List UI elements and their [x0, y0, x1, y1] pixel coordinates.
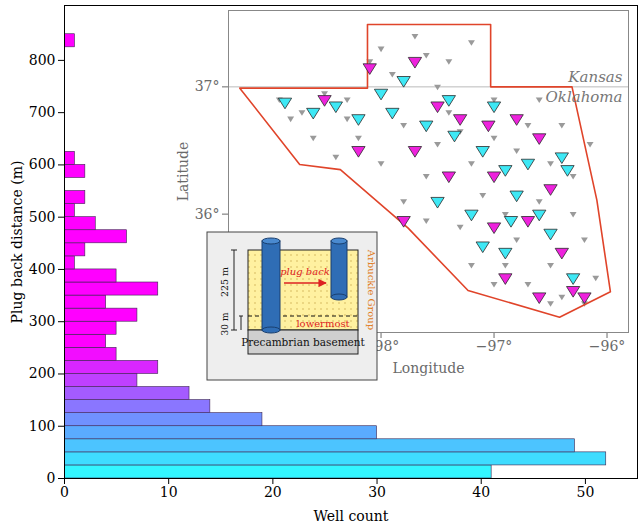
svg-text:10: 10 — [160, 484, 178, 500]
svg-text:500: 500 — [29, 209, 56, 225]
svg-text:Longitude: Longitude — [392, 360, 464, 376]
svg-text:600: 600 — [29, 156, 56, 172]
svg-text:700: 700 — [29, 104, 56, 120]
svg-text:−97°: −97° — [476, 338, 513, 354]
svg-text:100: 100 — [29, 418, 56, 434]
svg-text:30 m: 30 m — [220, 312, 230, 335]
svg-text:Precambrian basement: Precambrian basement — [241, 336, 365, 348]
svg-text:Kansas: Kansas — [567, 68, 622, 86]
svg-text:37°: 37° — [195, 78, 220, 94]
svg-text:20: 20 — [264, 484, 282, 500]
svg-text:0: 0 — [60, 484, 69, 500]
svg-text:−98°: −98° — [363, 338, 400, 354]
svg-text:lowermost: lowermost — [296, 318, 349, 329]
svg-text:Plug back distance (m): Plug back distance (m) — [9, 161, 25, 324]
svg-text:Latitude: Latitude — [175, 142, 191, 202]
svg-text:50: 50 — [576, 484, 594, 500]
svg-text:40: 40 — [472, 484, 490, 500]
svg-text:Oklahoma: Oklahoma — [546, 88, 623, 106]
svg-text:Well count: Well count — [314, 508, 389, 524]
svg-text:30: 30 — [368, 484, 386, 500]
svg-text:225 m: 225 m — [219, 267, 230, 297]
svg-text:300: 300 — [29, 313, 56, 329]
svg-text:plug back: plug back — [280, 266, 330, 277]
svg-text:400: 400 — [29, 261, 56, 277]
svg-text:−96°: −96° — [589, 338, 626, 354]
svg-text:Arbuckle Group: Arbuckle Group — [366, 249, 377, 330]
svg-text:200: 200 — [29, 365, 56, 381]
svg-text:36°: 36° — [195, 206, 220, 222]
svg-text:0: 0 — [47, 470, 56, 486]
svg-text:800: 800 — [29, 52, 56, 68]
